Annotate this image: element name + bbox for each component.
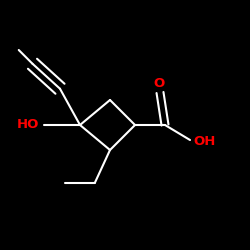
- Text: O: O: [153, 77, 164, 90]
- Text: OH: OH: [194, 135, 216, 148]
- Text: HO: HO: [16, 118, 39, 132]
